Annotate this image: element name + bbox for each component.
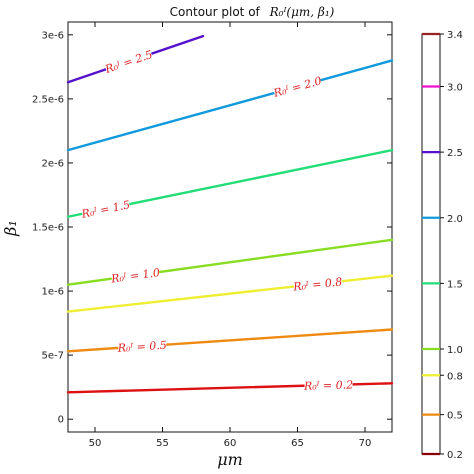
axis-ticks: 50 55 60 65 70 0 5e-7 1e-6 1.5e-6 2e-6 2.5e-6 3e-6 bbox=[32, 22, 392, 449]
y-tick-label: 1.5e-6 bbox=[32, 223, 64, 234]
y-tick-label: 2.5e-6 bbox=[32, 94, 64, 105]
colorbar-tick-label: 2.5 bbox=[447, 148, 463, 159]
chart-title: Contour plot of R₀ᴵ(μm, β₁) bbox=[170, 5, 335, 19]
contour-label: R₀ᴵ = 0.2 bbox=[303, 378, 353, 392]
colorbar-tick-label: 0.2 bbox=[447, 450, 463, 461]
colorbar-tick-label: 3.4 bbox=[447, 30, 463, 41]
contour-label-background bbox=[293, 274, 343, 294]
x-tick-label: 65 bbox=[291, 438, 304, 449]
contour-label-background bbox=[272, 73, 323, 100]
contour-label: R₀ᴵ = 0.5 bbox=[116, 339, 167, 355]
colorbar-tick-label: 1.5 bbox=[447, 279, 463, 290]
colorbar-tick-label: 1.0 bbox=[447, 345, 463, 356]
y-axis-label: β₁ bbox=[1, 220, 20, 237]
colorbar-tick-label: 0.5 bbox=[447, 411, 463, 422]
contour-label-background bbox=[117, 337, 167, 355]
chart-title-prefix: Contour plot of bbox=[170, 5, 261, 19]
x-tick-label: 70 bbox=[359, 438, 372, 449]
y-tick-label: 5e-7 bbox=[42, 351, 65, 362]
colorbar-tick-label: 3.0 bbox=[447, 83, 463, 94]
contour-label-background bbox=[80, 197, 131, 221]
colorbar-tick-label: 2.0 bbox=[447, 214, 463, 225]
y-tick-label: 2e-6 bbox=[42, 158, 65, 169]
x-tick-label: 60 bbox=[224, 438, 237, 449]
colorbar-levels: 0.2 0.5 0.8 1.0 1.5 2.0 2.5 3.0 3.4 bbox=[422, 30, 463, 461]
contour-label-background bbox=[110, 265, 161, 286]
x-axis-label: μm bbox=[217, 450, 243, 469]
y-tick-label: 1e-6 bbox=[42, 287, 65, 298]
contour-label-background bbox=[304, 377, 353, 393]
contour-label: R₀ᴵ = 0.8 bbox=[292, 275, 343, 293]
x-tick-label: 55 bbox=[156, 438, 169, 449]
colorbar-tick-label: 0.8 bbox=[447, 371, 463, 382]
contour-line bbox=[66, 59, 394, 152]
contour-label-background bbox=[103, 47, 154, 76]
chart-title-math: R₀ᴵ(μm, β₁) bbox=[269, 5, 335, 19]
colorbar bbox=[421, 33, 441, 455]
y-tick-label: 0 bbox=[58, 415, 64, 426]
y-tick-label: 3e-6 bbox=[42, 30, 65, 41]
plot-area bbox=[67, 21, 393, 433]
x-tick-label: 50 bbox=[89, 438, 102, 449]
